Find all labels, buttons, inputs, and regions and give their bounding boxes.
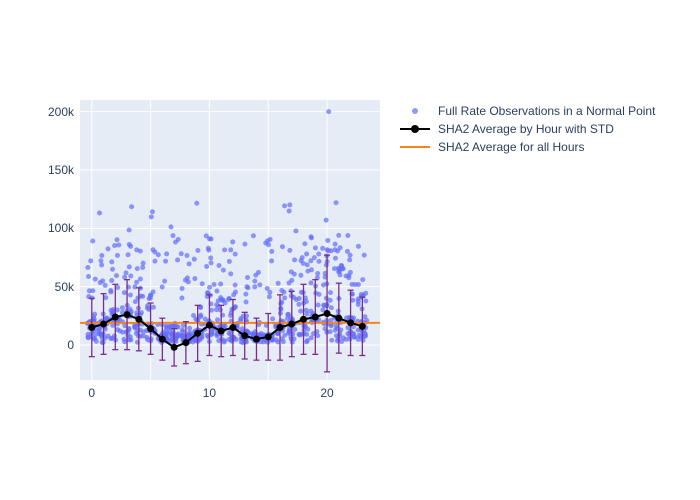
- legend: Full Rate Observations in a Normal Point…: [400, 102, 655, 156]
- line-icon: [400, 140, 430, 154]
- legend-label: Full Rate Observations in a Normal Point: [438, 102, 655, 120]
- legend-item-line2: SHA2 Average for all Hours: [400, 138, 655, 156]
- y-tick-label: 150k: [48, 163, 74, 177]
- y-tick-label: 100k: [48, 221, 74, 235]
- x-tick-label: 20: [320, 386, 333, 400]
- y-tick-label: 200k: [48, 105, 74, 119]
- legend-item-line1: SHA2 Average by Hour with STD: [400, 120, 655, 138]
- x-tick-label: 0: [88, 386, 95, 400]
- chart-container: Full Rate Observations in a Normal Point…: [0, 0, 700, 500]
- legend-label: SHA2 Average by Hour with STD: [438, 120, 614, 138]
- legend-label: SHA2 Average for all Hours: [438, 138, 585, 156]
- y-tick-label: 50k: [55, 280, 74, 294]
- x-tick-label: 10: [203, 386, 216, 400]
- y-tick-label: 0: [67, 338, 74, 352]
- line-icon: [400, 122, 430, 136]
- chart-svg: [0, 0, 700, 500]
- legend-item-scatter: Full Rate Observations in a Normal Point: [400, 102, 655, 120]
- scatter-icon: [400, 104, 430, 118]
